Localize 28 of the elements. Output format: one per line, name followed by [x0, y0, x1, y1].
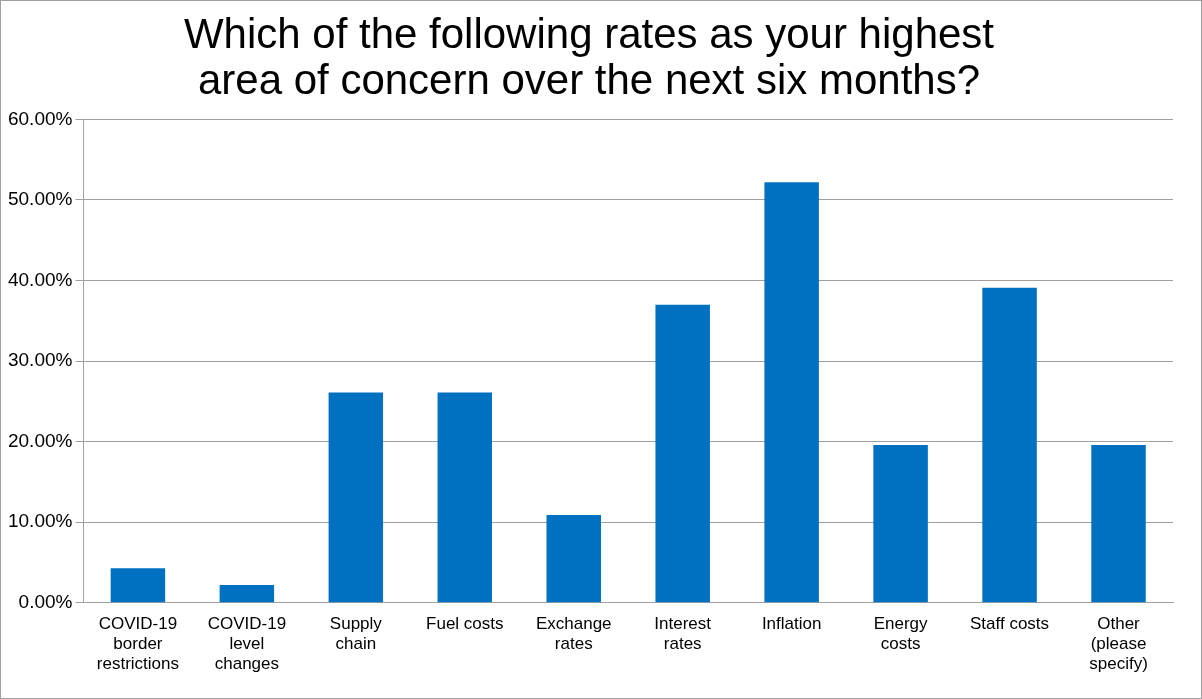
x-tick-label: Energy costs — [873, 613, 929, 654]
y-tick-label: 30.00% — [7, 349, 73, 371]
bar — [437, 392, 493, 603]
x-tick-label: Exchange rates — [535, 613, 612, 654]
x-tick-label: Supply chain — [329, 613, 383, 654]
bar — [110, 568, 166, 603]
bar — [328, 392, 384, 603]
chart-title: Which of the following rates as your highest area of concern over the next six months? — [183, 9, 995, 103]
y-tick-label: 10.00% — [7, 510, 73, 532]
y-tick-label: 50.00% — [7, 188, 73, 210]
y-tick-label: 0.00% — [18, 591, 73, 613]
bar — [1091, 444, 1146, 603]
bar — [219, 585, 275, 603]
bar — [764, 182, 819, 603]
x-tick-label: COVID-19 level changes — [207, 613, 287, 674]
bar — [655, 304, 710, 603]
bar — [873, 444, 928, 603]
bar — [546, 514, 601, 603]
y-tick-label: 40.00% — [7, 268, 73, 290]
bar — [982, 287, 1037, 603]
x-tick-label: COVID-19 border restrictions — [96, 613, 180, 674]
y-tick-label: 60.00% — [7, 107, 73, 129]
x-tick-label: Other (please specify) — [1089, 613, 1148, 674]
y-tick-label: 20.00% — [7, 429, 73, 451]
x-tick-label: Inflation — [761, 613, 822, 633]
x-tick-label: Staff costs — [970, 613, 1050, 633]
x-tick-label: Fuel costs — [426, 613, 504, 633]
x-tick-label: Interest rates — [654, 613, 712, 654]
